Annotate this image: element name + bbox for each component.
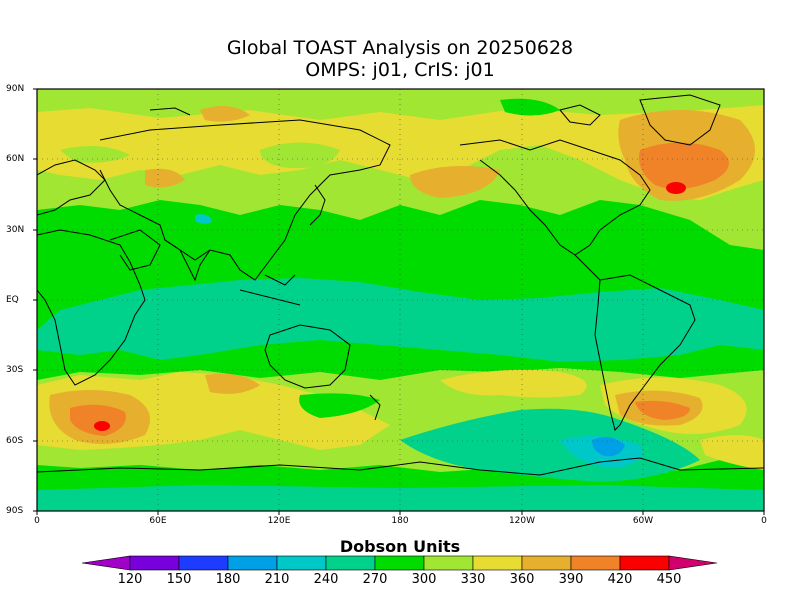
lon-label-120w: 120W [508,516,536,526]
colorbar-swatch [374,555,425,571]
field-450-south [94,421,110,431]
colorbar-swatch [472,555,523,571]
colorbar-label: 360 [509,572,535,587]
field-270-tropics [37,278,764,362]
lon-label-0-east: 0 [761,516,767,526]
colorbar-label: 300 [411,572,437,587]
lat-label-60n: 60N [6,154,25,164]
colorbar-swatch [227,555,278,571]
colorbar-title: Dobson Units [339,537,461,556]
lon-label-180: 180 [391,516,409,526]
lat-label-30n: 30N [6,225,25,235]
colorbar-label: 450 [656,572,682,587]
lat-label-90s: 90S [6,506,24,516]
colorbar-swatch [570,555,621,571]
colorbar-label: 270 [362,572,388,587]
colorbar-swatch [423,555,474,571]
colorbar-label: 210 [264,572,290,587]
lat-label-90n: 90N [6,84,25,94]
colorbar-swatch [129,555,180,571]
map-title: Global TOAST Analysis on 20250628 [226,37,574,59]
field-420-south [70,404,126,436]
colorbar-swatch [521,555,572,571]
coastlines [37,94,764,476]
colorbar-label: 180 [215,572,241,587]
colorbar-label: 420 [607,572,633,587]
colorbar [81,555,718,571]
colorbar-label: 240 [313,572,339,587]
ozone-field [37,89,764,511]
field-450-north [666,182,686,194]
lon-label-60w: 60W [632,516,654,526]
colorbar-label: 120 [117,572,143,587]
colorbar-label: 330 [460,572,486,587]
colorbar-swatch [619,555,670,571]
field-210-south [592,436,625,457]
field-420-north [639,142,729,189]
lon-label-60e: 60E [149,516,167,526]
colorbar-swatch [276,555,327,571]
axis-ticks [33,88,765,515]
map-subtitle: OMPS: j01, CrIS: j01 [305,59,495,81]
colorbar-swatch [178,555,229,571]
colorbar-label: 150 [166,572,192,587]
graticule [37,89,764,511]
lon-label-0: 0 [34,516,40,526]
lat-label-eq: EQ [6,295,19,305]
colorbar-swatch [325,555,376,571]
colorbar-label: 390 [558,572,584,587]
colorbar-arrow-high [668,555,718,571]
lat-label-60s: 60S [6,436,24,446]
colorbar-arrow-low [81,555,131,571]
lon-label-120e: 120E [267,516,291,526]
lat-label-30s: 30S [6,365,24,375]
